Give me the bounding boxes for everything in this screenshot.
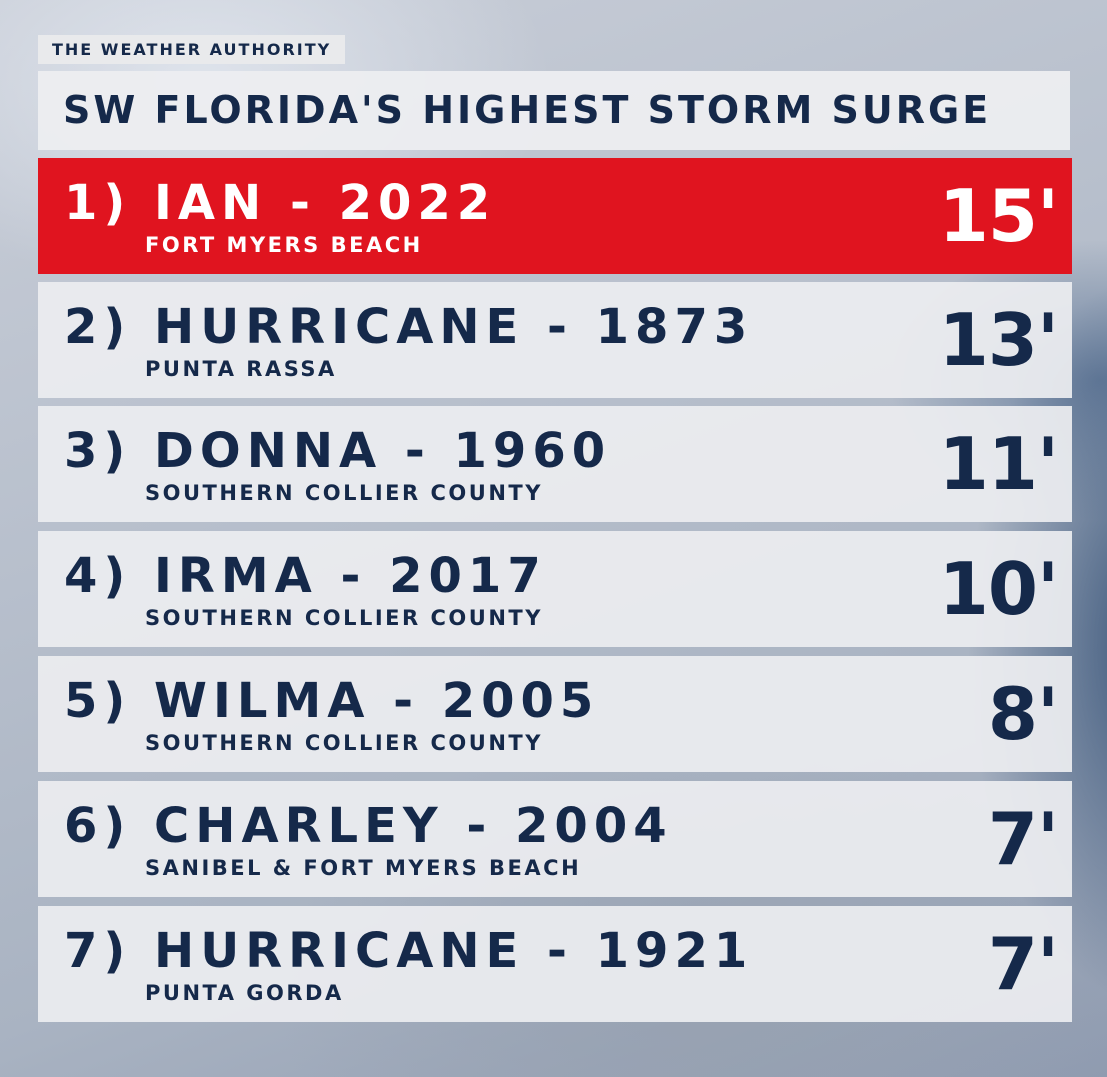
storm-name: 4) IRMA - 2017 <box>64 548 547 604</box>
storm-location: SOUTHERN COLLIER COUNTY <box>145 731 543 755</box>
surge-value: 11' <box>938 422 1059 506</box>
page-title: SW FLORIDA'S HIGHEST STORM SURGE <box>38 71 1070 150</box>
storm-location: PUNTA RASSA <box>145 357 337 381</box>
storm-location: SANIBEL & FORT MYERS BEACH <box>145 856 582 880</box>
ranking-row-1: 1) IAN - 2022 FORT MYERS BEACH 15' <box>38 158 1072 274</box>
ranking-row-3: 3) DONNA - 1960 SOUTHERN COLLIER COUNTY … <box>38 406 1072 522</box>
ranking-row-2: 2) HURRICANE - 1873 PUNTA RASSA 13' <box>38 282 1072 398</box>
storm-location: FORT MYERS BEACH <box>145 233 423 257</box>
storm-name: 6) CHARLEY - 2004 <box>64 798 673 854</box>
surge-value: 7' <box>987 797 1059 881</box>
storm-name: 3) DONNA - 1960 <box>64 423 612 479</box>
brand-label: THE WEATHER AUTHORITY <box>38 35 346 64</box>
storm-location: SOUTHERN COLLIER COUNTY <box>145 481 543 505</box>
storm-name: 7) HURRICANE - 1921 <box>64 923 754 979</box>
storm-location: SOUTHERN COLLIER COUNTY <box>145 606 543 630</box>
storm-name: 2) HURRICANE - 1873 <box>64 299 754 355</box>
storm-name: 5) WILMA - 2005 <box>64 673 600 729</box>
surge-value: 8' <box>987 672 1059 756</box>
surge-value: 13' <box>938 298 1059 382</box>
ranking-row-5: 5) WILMA - 2005 SOUTHERN COLLIER COUNTY … <box>38 656 1072 772</box>
ranking-row-4: 4) IRMA - 2017 SOUTHERN COLLIER COUNTY 1… <box>38 531 1072 647</box>
surge-value: 15' <box>938 174 1059 258</box>
storm-name: 1) IAN - 2022 <box>64 175 497 231</box>
surge-value: 10' <box>938 547 1059 631</box>
storm-location: PUNTA GORDA <box>145 981 344 1005</box>
ranking-row-6: 6) CHARLEY - 2004 SANIBEL & FORT MYERS B… <box>38 781 1072 897</box>
surge-value: 7' <box>987 922 1059 1006</box>
ranking-row-7: 7) HURRICANE - 1921 PUNTA GORDA 7' <box>38 906 1072 1022</box>
